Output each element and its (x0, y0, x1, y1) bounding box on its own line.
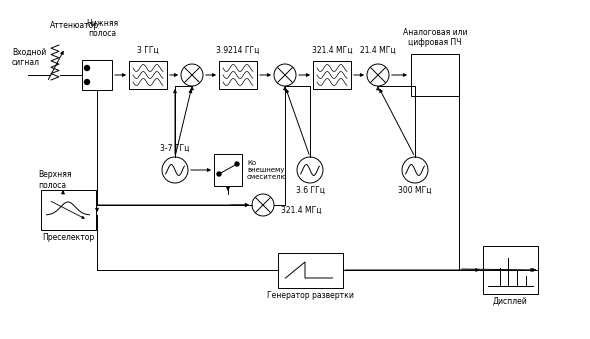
Text: Входной
сигнал: Входной сигнал (12, 47, 46, 67)
Circle shape (84, 80, 90, 84)
Text: 3.6 ГГц: 3.6 ГГц (296, 186, 324, 195)
Bar (277, 253, 343, 287)
Text: Нижняя
полоса: Нижняя полоса (86, 19, 118, 38)
Text: Генератор развертки: Генератор развертки (267, 291, 353, 299)
Text: 3 ГГц: 3 ГГц (137, 46, 159, 55)
Text: Ко
внешнему
смесителю: Ко внешнему смесителю (247, 160, 287, 180)
Circle shape (217, 172, 221, 176)
Bar (219, 61, 257, 89)
Text: 321.4 МГц: 321.4 МГц (312, 46, 352, 55)
Text: 3-7 ГГц: 3-7 ГГц (160, 144, 190, 153)
Text: Дисплей: Дисплей (493, 297, 527, 306)
Bar (41, 190, 96, 230)
Text: 300 МГц: 300 МГц (398, 186, 432, 195)
Text: Преселектор: Преселектор (42, 233, 94, 242)
Text: 321.4 МГц: 321.4 МГц (281, 205, 322, 215)
Bar (129, 61, 167, 89)
Bar (483, 246, 537, 294)
Bar (411, 54, 459, 96)
Bar (313, 61, 351, 89)
Text: Верхняя
полоса: Верхняя полоса (38, 170, 71, 190)
Bar (82, 60, 112, 90)
Text: Аттенюатор: Аттенюатор (50, 21, 99, 30)
Circle shape (235, 162, 239, 166)
Bar (214, 154, 242, 186)
Text: Аналоговая или
цифровая ПЧ: Аналоговая или цифровая ПЧ (403, 27, 467, 47)
Text: 21.4 МГц: 21.4 МГц (360, 46, 396, 55)
Text: 3.9214 ГГц: 3.9214 ГГц (217, 46, 260, 55)
Circle shape (84, 65, 90, 71)
